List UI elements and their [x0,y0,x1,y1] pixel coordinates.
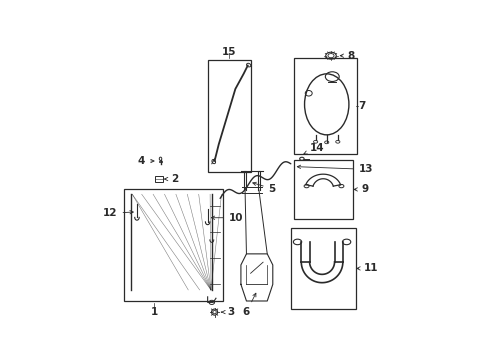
Text: 8: 8 [340,51,354,61]
Text: 1: 1 [150,307,157,317]
Text: 3: 3 [221,307,234,317]
Text: 13: 13 [297,164,372,174]
Bar [293,58,357,154]
Text: 6: 6 [243,293,255,317]
Text: 9: 9 [353,184,368,194]
Text: 10: 10 [211,213,243,223]
Text: 11: 11 [356,264,378,274]
Text: 7: 7 [358,101,366,111]
Text: 5: 5 [252,182,275,194]
Bar [293,159,352,219]
Text: 12: 12 [103,208,133,218]
Text: 14: 14 [303,143,324,154]
Bar [155,176,163,183]
Bar [290,228,355,309]
Text: 15: 15 [222,46,236,57]
Bar [207,60,250,172]
Text: 4: 4 [138,156,154,166]
Text: 2: 2 [164,174,179,184]
Bar [124,189,223,301]
